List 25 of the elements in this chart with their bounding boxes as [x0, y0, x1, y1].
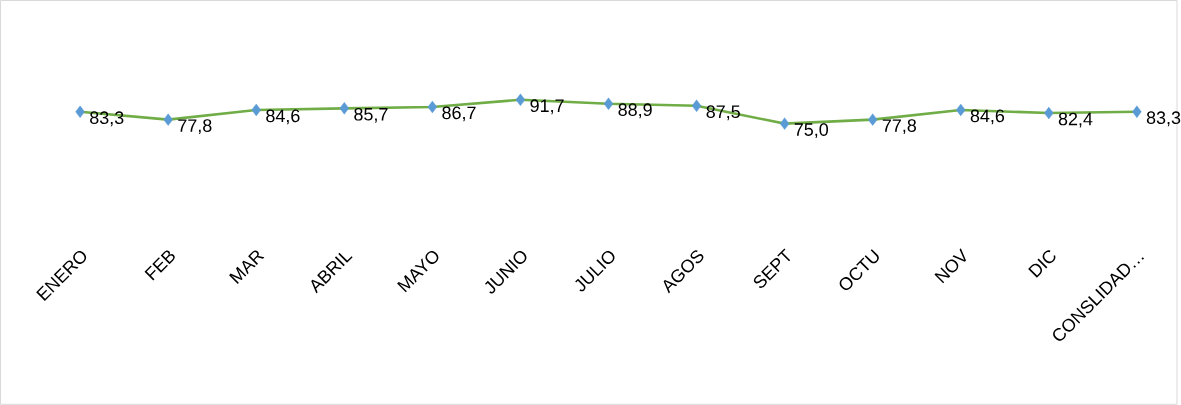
- data-label: 82,4: [1058, 112, 1093, 128]
- point: [339, 102, 349, 115]
- point: [779, 117, 790, 130]
- data-label: 75,0: [794, 123, 829, 139]
- point: [427, 100, 438, 114]
- data-label: 91,7: [530, 99, 564, 115]
- data-label: 85,7: [354, 108, 388, 123]
- point: [163, 113, 173, 126]
- data-label: 84,6: [970, 109, 1005, 125]
- point: [75, 105, 85, 119]
- point: [1132, 105, 1142, 119]
- point: [251, 103, 261, 117]
- data-label: 88,9: [618, 103, 652, 119]
- data-label: 84,6: [266, 109, 300, 125]
- point: [868, 113, 878, 126]
- point: [1044, 106, 1054, 120]
- data-label: 77,8: [178, 119, 212, 135]
- point: [603, 97, 614, 111]
- point: [956, 103, 966, 117]
- data-label: 77,8: [882, 119, 917, 135]
- data-label: 86,7: [442, 106, 476, 122]
- point: [515, 93, 526, 107]
- point: [691, 99, 702, 113]
- data-label: 83,3: [90, 111, 124, 127]
- data-label: 83,3: [1146, 111, 1181, 127]
